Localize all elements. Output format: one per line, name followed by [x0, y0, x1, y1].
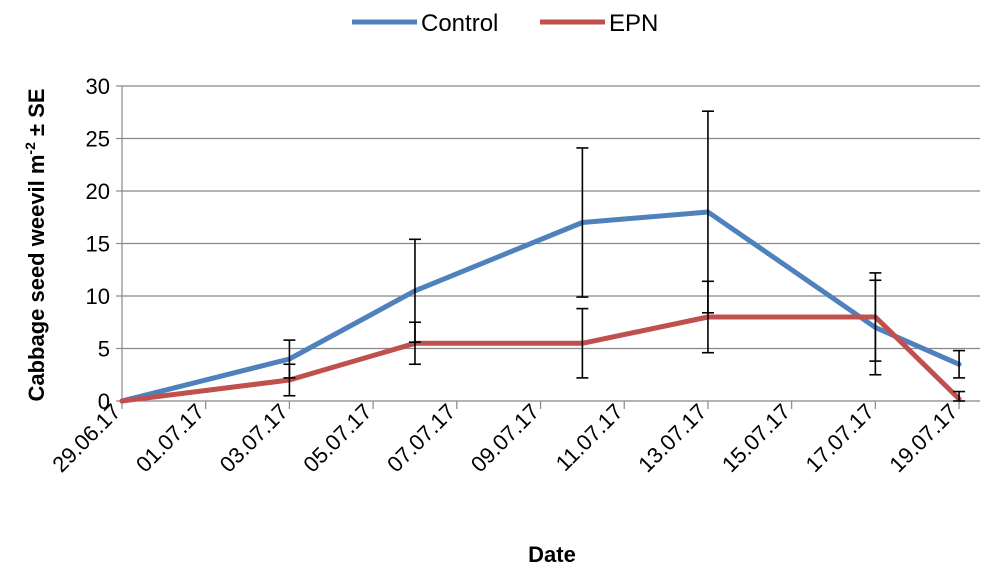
x-axis-ticks: 29.06.17 01.07.17 03.07.17 05.07.17 07.07.17… [47, 399, 962, 477]
x-tick-label-01.07.17: 01.07.17 [131, 399, 209, 477]
series-line-control [119, 209, 962, 404]
error-bar-control-10.07.17 [576, 147, 589, 298]
x-tick-label-09.07.17: 09.07.17 [466, 399, 544, 477]
y-tick-label-15: 15 [86, 232, 110, 257]
legend-label-control: Control [421, 10, 498, 37]
legend-label-epn: EPN [609, 10, 658, 37]
x-tick-label-05.07.17: 05.07.17 [298, 399, 376, 477]
y-tick-label-20: 20 [86, 179, 110, 204]
series-line-epn [119, 314, 962, 404]
x-tick-label-17.07.17: 17.07.17 [801, 399, 879, 477]
error-bar-epn-17.07.17 [869, 272, 882, 362]
y-tick-label-0: 0 [98, 389, 110, 414]
error-bar-epn-13.07.17 [701, 280, 714, 354]
grid-lines [122, 85, 980, 350]
x-tick-label-13.07.17: 13.07.17 [633, 399, 711, 477]
error-bar-epn-10.07.17 [576, 307, 589, 379]
y-tick-label-30: 30 [86, 74, 110, 99]
error-bar-epn-19.07.17 [953, 390, 966, 402]
x-tick-label-29.06.17: 29.06.17 [47, 399, 125, 477]
y-axis-title-main: Cabbage seed weevil m [24, 155, 49, 402]
x-axis-title: Date [528, 542, 576, 567]
x-tick-label-11.07.17: 11.07.17 [551, 399, 628, 476]
error-bars [283, 110, 966, 402]
y-tick-label-5: 5 [98, 337, 110, 362]
legend: Control EPN [352, 10, 658, 37]
x-tick-label-07.07.17: 07.07.17 [382, 399, 460, 477]
y-tick-label-10: 10 [86, 284, 110, 309]
y-axis-title-superscript: -2 [22, 142, 38, 155]
y-tick-label-25: 25 [86, 127, 110, 152]
x-tick-label-03.07.17: 03.07.17 [215, 399, 293, 477]
error-bar-epn-06.07.17 [408, 321, 421, 366]
y-axis-title: Cabbage seed weevil m-2 ± SE [22, 88, 49, 401]
y-axis-ticks: 0 5 10 15 20 25 30 [86, 74, 122, 414]
x-tick-label-19.07.17: 19.07.17 [884, 399, 962, 477]
error-bar-epn-03.07.17 [283, 363, 296, 397]
y-axis-title-tail: ± SE [24, 88, 49, 142]
x-tick-label-15.07.17: 15.07.17 [717, 399, 795, 477]
error-bar-control-19.07.17 [953, 349, 966, 379]
series-group [119, 209, 962, 404]
